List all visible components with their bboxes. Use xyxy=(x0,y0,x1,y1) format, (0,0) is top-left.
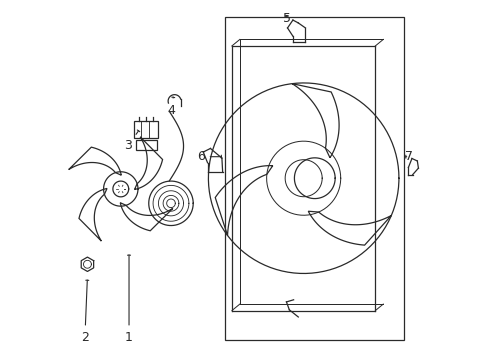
Bar xyxy=(224,17,403,339)
Text: 7: 7 xyxy=(405,150,413,163)
Bar xyxy=(136,140,157,150)
Text: 5: 5 xyxy=(282,12,290,25)
Text: 3: 3 xyxy=(124,130,140,152)
Text: 4: 4 xyxy=(167,97,175,117)
Text: 6: 6 xyxy=(196,150,221,163)
Bar xyxy=(134,121,157,138)
Text: 1: 1 xyxy=(125,255,133,343)
Text: 2: 2 xyxy=(81,280,89,343)
